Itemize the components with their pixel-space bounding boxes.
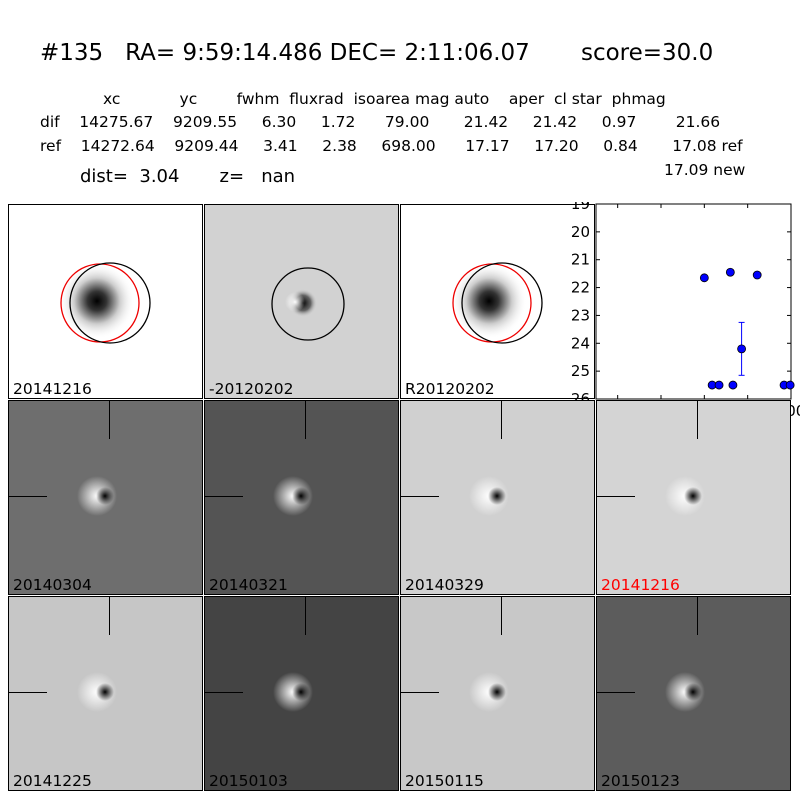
crosshair-horizontal: [9, 496, 47, 497]
crosshair-horizontal: [597, 496, 635, 497]
aperture-black-circle: [461, 262, 543, 344]
y-tick-label: 22: [571, 279, 590, 297]
stamp-diff: -20120202: [204, 204, 399, 399]
crosshair-horizontal: [401, 496, 439, 497]
crosshair-vertical: [501, 401, 502, 439]
y-tick-label: 19: [571, 202, 590, 213]
stamp-image: [469, 672, 509, 712]
new-mag: 17.09 new: [664, 161, 746, 179]
stamp-label: 20150115: [405, 772, 484, 790]
stamp-label: 20140321: [209, 576, 288, 594]
crosshair-vertical: [109, 401, 110, 439]
stamp-panel: 20150115: [400, 596, 595, 791]
stamp-label: R20120202: [405, 380, 495, 398]
stamp-panel: 20150123: [596, 596, 791, 791]
aperture-black-circle: [69, 262, 151, 344]
crosshair-vertical: [697, 597, 698, 635]
stamp-panel: 20141225: [8, 596, 203, 791]
crosshair-horizontal: [597, 692, 635, 693]
plot-area: [595, 203, 792, 400]
stamp-ref-image: [451, 262, 543, 344]
data-point: [752, 270, 762, 280]
distance-line: dist= 3.04 z= nan: [80, 166, 296, 187]
data-point: [737, 344, 747, 354]
crosshair-horizontal: [205, 496, 243, 497]
data-point: [728, 380, 738, 390]
stamp-image: [77, 672, 117, 712]
crosshair-vertical: [501, 597, 502, 635]
y-tick-label: 24: [571, 334, 590, 352]
data-point: [785, 380, 795, 390]
crosshair-vertical: [305, 597, 306, 635]
stamp-label: -20120202: [209, 380, 294, 398]
stamp-new: 20141216: [8, 204, 203, 399]
stamp-image: [665, 672, 705, 712]
stamp-new-image: [59, 262, 151, 344]
stamp-image: [77, 476, 117, 516]
crosshair-horizontal: [205, 692, 243, 693]
stamp-label: 20141225: [13, 772, 92, 790]
data-point: [699, 273, 709, 283]
stamp-label: 20141216: [601, 576, 680, 594]
crosshair-vertical: [305, 401, 306, 439]
y-tick-label: 21: [571, 251, 590, 269]
data-point: [714, 380, 724, 390]
stamp-image: [273, 476, 313, 516]
aperture-black-circle: [271, 267, 345, 341]
crosshair-horizontal: [401, 692, 439, 693]
stamp-image: [665, 476, 705, 516]
stamp-label: 20141216: [13, 380, 92, 398]
stamp-panel: 20141216: [596, 400, 791, 595]
stamp-ref: R20120202: [400, 204, 595, 399]
stamp-label: 20150103: [209, 772, 288, 790]
crosshair-vertical: [697, 401, 698, 439]
column-headers: xc yc fwhm fluxrad isoarea mag auto aper…: [103, 90, 666, 108]
dif-row: dif 14275.67 9209.55 6.30 1.72 79.00 21.…: [40, 113, 721, 131]
ref-row: ref 14272.64 9209.44 3.41 2.38 698.00 17…: [40, 137, 743, 155]
y-tick-label: 25: [571, 362, 590, 380]
crosshair-horizontal: [9, 692, 47, 693]
crosshair-vertical: [109, 597, 110, 635]
stamp-image: [469, 476, 509, 516]
stamp-panel: 20140304: [8, 400, 203, 595]
stamp-label: 20140304: [13, 576, 92, 594]
stamp-panel: 20140329: [400, 400, 595, 595]
stamp-panel: 20140321: [204, 400, 399, 595]
page-title: #135 RA= 9:59:14.486 DEC= 2:11:06.07 sco…: [40, 40, 714, 66]
y-tick-label: 23: [571, 306, 590, 324]
stamp-panel: 20150103: [204, 596, 399, 791]
data-point: [725, 267, 735, 277]
y-tick-label: 20: [571, 223, 590, 241]
stamp-label: 20150123: [601, 772, 680, 790]
stamp-label: 20140329: [405, 576, 484, 594]
stamp-diff-image: [271, 267, 345, 341]
stamp-image: [273, 672, 313, 712]
